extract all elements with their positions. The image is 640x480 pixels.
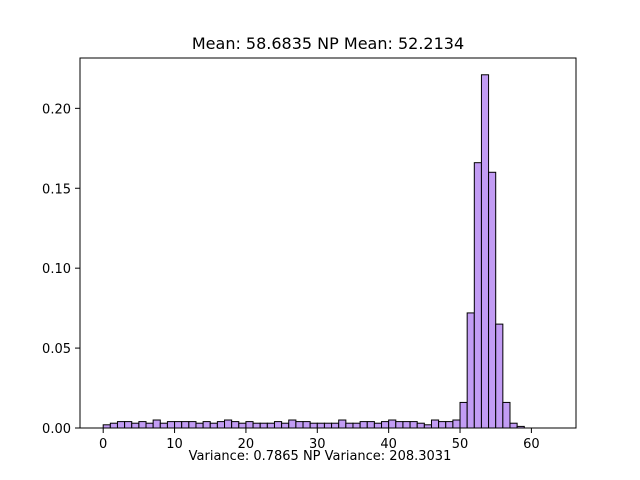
x-axis-ticks: 0 10 20 30 40 50 60 <box>99 428 540 452</box>
y-tick-label: 0.05 <box>42 342 71 357</box>
histogram-bar <box>438 421 447 429</box>
histogram-bar <box>509 422 518 429</box>
histogram-bar <box>209 422 218 429</box>
chart-caption: Variance: 0.7865 NP Variance: 208.3031 <box>189 449 452 464</box>
histogram-bar <box>473 162 482 429</box>
histogram-bar <box>388 419 397 429</box>
histogram-bar <box>402 421 411 429</box>
histogram-bar <box>502 401 511 429</box>
histogram-bar <box>316 422 325 429</box>
histogram-bar <box>459 401 468 429</box>
histogram-bar <box>145 422 154 429</box>
histogram-bar <box>188 421 197 429</box>
histogram-bar <box>138 421 147 429</box>
histogram-bar <box>488 171 497 429</box>
x-tick-label: 50 <box>452 437 469 452</box>
histogram-bar <box>152 419 161 429</box>
histogram-bar <box>359 421 368 429</box>
histogram-bar <box>295 421 304 429</box>
histogram-bars <box>102 74 525 429</box>
y-tick-label: 0.00 <box>42 422 71 437</box>
y-tick-label: 0.20 <box>42 102 71 117</box>
histogram-bar <box>281 422 290 429</box>
histogram-bar <box>124 421 133 429</box>
histogram-bar <box>381 421 390 429</box>
x-tick-label: 40 <box>380 437 397 452</box>
x-tick-label: 0 <box>99 437 107 452</box>
histogram-bar <box>416 422 425 429</box>
histogram-bar <box>466 312 475 429</box>
histogram-bar <box>231 421 240 429</box>
histogram-bar <box>452 419 461 429</box>
histogram-bar <box>445 421 454 429</box>
histogram-bar <box>216 421 226 429</box>
x-tick-label: 20 <box>238 437 255 452</box>
chart-title: Mean: 58.6835 NP Mean: 52.2134 <box>192 34 464 53</box>
histogram-bar <box>352 422 361 429</box>
histogram-bar <box>302 421 311 429</box>
histogram-bar <box>259 422 268 429</box>
histogram-bar <box>366 421 375 429</box>
histogram-bar <box>159 422 168 429</box>
histogram-bar <box>109 422 118 429</box>
histogram-bar <box>181 421 190 429</box>
y-axis-ticks: 0.00 0.05 0.10 0.15 0.20 <box>42 102 80 437</box>
plot-frame <box>79 57 577 429</box>
histogram-bar <box>323 422 333 429</box>
histogram-bar <box>309 422 318 429</box>
histogram-bar <box>252 422 261 429</box>
histogram-bar <box>174 421 183 429</box>
histogram-bar <box>273 421 283 429</box>
histogram-bar <box>338 419 347 429</box>
histogram-bar <box>224 419 233 429</box>
x-tick-label: 10 <box>166 437 183 452</box>
histogram-bar <box>166 421 176 429</box>
histogram-bar <box>345 422 354 429</box>
histogram-bar <box>331 422 340 429</box>
histogram-bar <box>430 419 440 429</box>
histogram-bar <box>288 419 297 429</box>
histogram-bar <box>116 421 126 429</box>
x-tick-label: 30 <box>309 437 326 452</box>
histogram-bar <box>480 74 490 429</box>
histogram-bar <box>373 422 383 429</box>
x-tick-label: 60 <box>523 437 540 452</box>
histogram-bar <box>245 421 254 429</box>
y-tick-label: 0.15 <box>42 182 71 197</box>
histogram-bar <box>238 422 247 429</box>
histogram-bar <box>195 422 204 429</box>
histogram-bar <box>409 421 418 429</box>
histogram-bar <box>202 421 211 429</box>
histogram-bar <box>495 323 504 429</box>
histogram-bar <box>131 422 140 429</box>
histogram-bar <box>395 421 404 429</box>
y-tick-label: 0.10 <box>42 262 71 277</box>
histogram-bar <box>266 422 275 429</box>
